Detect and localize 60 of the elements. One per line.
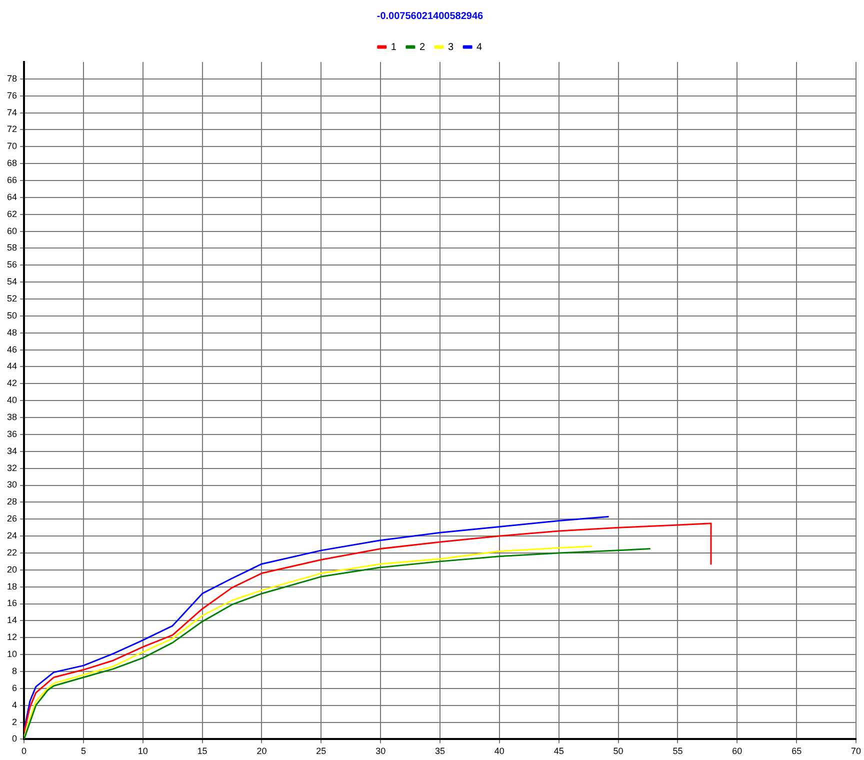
y-tick-label: 34 (6, 446, 18, 456)
legend-label: 1 (390, 42, 397, 53)
x-tick-label: 5 (80, 746, 86, 756)
x-tick-label: 35 (434, 746, 446, 756)
y-tick-label: 26 (6, 514, 18, 524)
y-tick-label: 36 (6, 428, 18, 439)
chart-title: -0.00756021400582946 (376, 10, 484, 22)
y-tick-label: 42 (6, 378, 18, 388)
x-tick-label: 10 (138, 746, 148, 756)
y-tick-label: 6 (12, 682, 18, 693)
x-tick-label: 30 (376, 746, 386, 756)
y-tick-label: 44 (6, 361, 18, 372)
y-tick-label: 48 (6, 327, 18, 338)
y-tick-label: 18 (6, 581, 18, 592)
y-tick-label: 28 (6, 496, 18, 507)
y-tick-label: 20 (6, 564, 18, 574)
y-tick-label: 16 (6, 598, 18, 608)
y-tick-label: 56 (6, 260, 18, 270)
y-tick-label: 78 (6, 73, 18, 84)
y-tick-label: 76 (6, 90, 18, 100)
y-tick-label: 2 (12, 716, 18, 727)
y-tick-label: 32 (6, 462, 18, 473)
x-tick-label: 65 (792, 746, 802, 756)
legend-label: 3 (448, 42, 454, 53)
y-tick-label: 68 (6, 158, 18, 168)
y-tick-label: 24 (6, 530, 18, 541)
legend-label: 4 (476, 42, 483, 53)
y-tick-label: 40 (6, 395, 18, 406)
x-tick-label: 70 (850, 746, 861, 756)
y-tick-label: 12 (6, 632, 18, 642)
y-tick-label: 22 (6, 547, 18, 558)
y-tick-label: 52 (6, 294, 18, 304)
x-tick-label: 40 (494, 746, 504, 756)
x-tick-label: 0 (22, 746, 27, 756)
x-tick-label: 55 (672, 746, 683, 756)
y-tick-label: 8 (12, 666, 18, 676)
x-tick-label: 60 (732, 746, 742, 756)
y-tick-label: 30 (6, 480, 18, 490)
y-tick-label: 70 (6, 141, 18, 152)
y-tick-label: 62 (6, 208, 18, 219)
y-tick-label: 4 (12, 700, 18, 710)
y-tick-label: 64 (6, 192, 18, 202)
y-tick-label: 58 (6, 242, 18, 253)
x-tick-label: 20 (256, 746, 267, 756)
y-tick-label: 60 (6, 226, 18, 236)
x-tick-label: 50 (613, 746, 624, 756)
y-tick-label: 14 (6, 615, 18, 626)
x-tick-label: 15 (197, 746, 208, 756)
y-tick-label: 46 (6, 344, 18, 354)
y-tick-label: 10 (6, 649, 18, 660)
y-tick-label: 72 (6, 124, 18, 134)
x-tick-label: 45 (554, 746, 564, 756)
legend-label: 2 (419, 42, 426, 53)
y-tick-label: 54 (6, 276, 18, 287)
y-tick-label: 0 (12, 734, 18, 744)
y-tick-label: 74 (6, 107, 18, 118)
y-tick-label: 38 (6, 412, 18, 422)
y-tick-label: 50 (6, 310, 18, 320)
x-tick-label: 25 (316, 746, 326, 756)
y-tick-label: 66 (6, 174, 18, 185)
